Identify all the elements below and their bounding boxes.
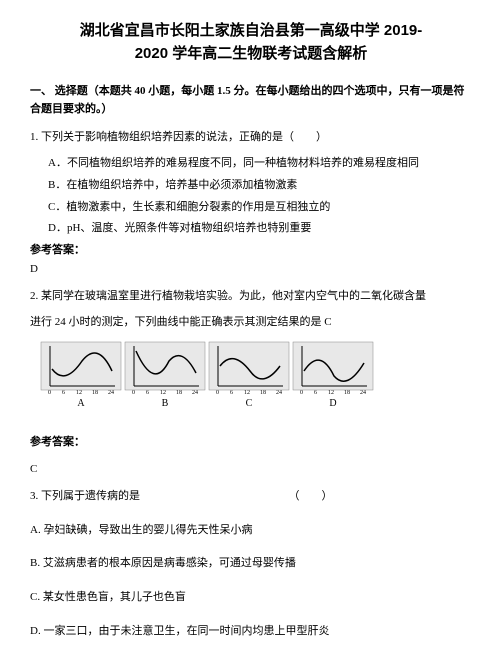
svg-text:6: 6: [230, 390, 233, 396]
chart-d-svg: 0 6 12 18 24: [292, 341, 374, 396]
q3-opt-c: C. 某女性患色盲，其儿子也色盲: [30, 588, 472, 608]
chart-b-svg: 0 6 12 18 24: [124, 341, 206, 396]
q1-answer-label: 参考答案：: [30, 241, 472, 257]
q1-opt-b: B．在植物组织培养中，培养基中必须添加植物激素: [30, 176, 472, 196]
svg-text:18: 18: [344, 390, 350, 396]
q2-stem-line2: 进行 24 小时的测定，下列曲线中能正确表示其测定结果的是 C: [30, 313, 472, 333]
svg-text:0: 0: [48, 390, 51, 396]
q3-stem: 3. 下列属于遗传病的是 （ ）: [30, 487, 472, 507]
svg-text:0: 0: [300, 390, 303, 396]
svg-text:24: 24: [276, 390, 282, 396]
svg-text:12: 12: [328, 390, 334, 396]
q2-answer: C: [30, 463, 472, 475]
q1-opt-a: A．不同植物组织培养的难易程度不同，同一种植物材料培养的难易程度相同: [30, 154, 472, 174]
q1-stem: 1. 下列关于影响植物组织培养因素的说法，正确的是（ ）: [30, 128, 472, 148]
chart-a-label: A: [77, 398, 84, 409]
svg-text:12: 12: [160, 390, 166, 396]
chart-a-svg: 0 6 12 18 24: [40, 341, 122, 396]
title-line1: 湖北省宜昌市长阳土家族自治县第一高级中学 2019-: [30, 20, 472, 43]
svg-text:0: 0: [132, 390, 135, 396]
svg-text:24: 24: [192, 390, 198, 396]
svg-text:6: 6: [146, 390, 149, 396]
chart-a: 0 6 12 18 24 A: [40, 341, 122, 409]
chart-b: 0 6 12 18 24 B: [124, 341, 206, 409]
chart-c: 0 6 12 18 24 C: [208, 341, 290, 409]
chart-d: 0 6 12 18 24 D: [292, 341, 374, 409]
svg-text:18: 18: [260, 390, 266, 396]
chart-d-label: D: [329, 398, 336, 409]
svg-text:12: 12: [76, 390, 82, 396]
svg-text:6: 6: [314, 390, 317, 396]
chart-c-label: C: [246, 398, 253, 409]
svg-text:6: 6: [62, 390, 65, 396]
q1-opt-c: C．植物激素中，生长素和细胞分裂素的作用是互相独立的: [30, 198, 472, 218]
q3-opt-b: B. 艾滋病患者的根本原因是病毒感染，可通过母婴传播: [30, 554, 472, 574]
q2-stem-line1: 2. 某同学在玻璃温室里进行植物栽培实验。为此，他对室内空气中的二氧化碳含量: [30, 287, 472, 307]
title-line2: 2020 学年高二生物联考试题含解析: [30, 43, 472, 66]
chart-c-svg: 0 6 12 18 24: [208, 341, 290, 396]
svg-text:24: 24: [360, 390, 366, 396]
q3-opt-d: D. 一家三口，由于未注意卫生，在同一时间内均患上甲型肝炎: [30, 622, 472, 642]
svg-text:0: 0: [216, 390, 219, 396]
svg-text:18: 18: [92, 390, 98, 396]
svg-text:12: 12: [244, 390, 250, 396]
q3-opt-a: A. 孕妇缺碘，导致出生的婴儿得先天性呆小病: [30, 521, 472, 541]
svg-text:18: 18: [176, 390, 182, 396]
q1-answer: D: [30, 263, 472, 275]
section-header: 一、 选择题（本题共 40 小题，每小题 1.5 分。在每小题给出的四个选项中，…: [30, 83, 472, 118]
chart-container: 0 6 12 18 24 A 0 6 12 18 24 B 0 6: [40, 341, 472, 409]
chart-b-label: B: [162, 398, 169, 409]
q1-opt-d: D．pH、温度、光照条件等对植物组织培养也特别重要: [30, 219, 472, 239]
svg-text:24: 24: [108, 390, 114, 396]
q2-answer-label: 参考答案：: [30, 433, 472, 449]
